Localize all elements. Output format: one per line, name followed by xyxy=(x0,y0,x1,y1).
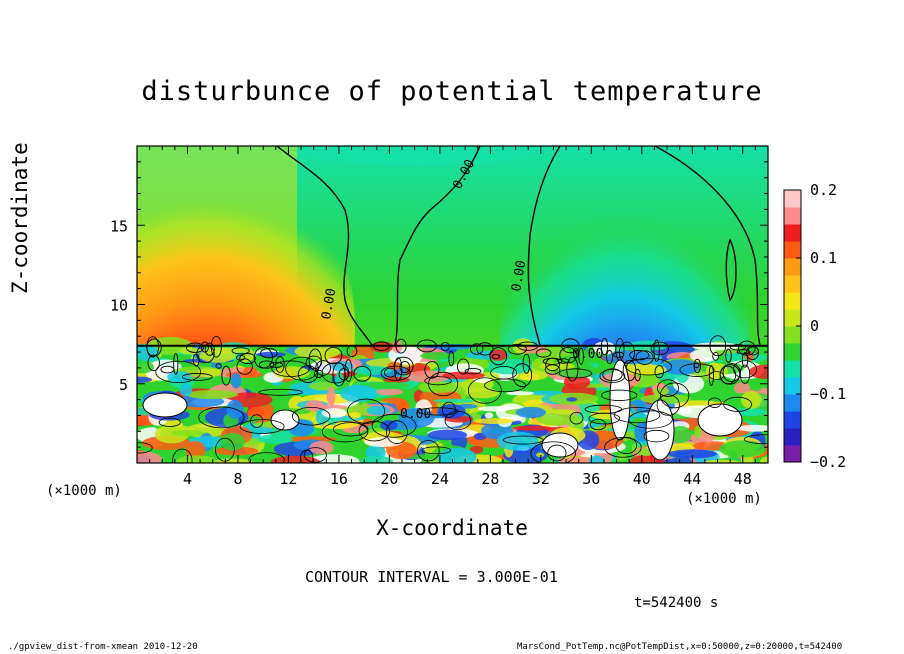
heatmap-field xyxy=(137,146,768,463)
colorbar-swatch xyxy=(784,343,801,361)
colorbar-swatch xyxy=(784,292,801,310)
contour-label: 0.00 xyxy=(319,287,339,320)
colorbar-swatch xyxy=(784,445,801,463)
boundary-layer-pattern xyxy=(137,335,768,463)
contour-interval-text: CONTOUR INTERVAL = 3.000E-01 xyxy=(305,568,558,586)
colorbar: 0.2 0.1 0 −0.1 −0.2 xyxy=(783,181,846,471)
colorbar-swatch xyxy=(784,326,801,344)
x-tick-label: 4 xyxy=(183,470,192,488)
x-unit-label-left: (×1000 m) xyxy=(46,483,122,499)
y-axis-label: Z-coordinate xyxy=(8,142,33,294)
contour-lines xyxy=(276,146,761,346)
footer-right: MarsCond_PotTemp.nc@PotTempDist,x=0:5000… xyxy=(517,642,843,652)
x-tick-label: 48 xyxy=(734,470,752,488)
x-axis-label: X-coordinate xyxy=(376,516,528,540)
x-tick-label: 44 xyxy=(683,470,701,488)
y-axis: 5 10 15 xyxy=(110,161,768,448)
colorbar-swatch xyxy=(784,241,801,259)
colorbar-tick-label: 0.1 xyxy=(810,249,837,267)
colorbar-swatch xyxy=(784,360,801,378)
colorbar-swatch xyxy=(784,224,801,242)
x-tick-label: 28 xyxy=(481,470,499,488)
x-tick-label: 24 xyxy=(431,470,449,488)
colorbar-swatch xyxy=(784,411,801,429)
x-tick-label: 12 xyxy=(279,470,297,488)
colorbar-tick-label: 0.2 xyxy=(810,181,837,199)
contour-label: 0.00 xyxy=(572,347,603,362)
x-tick-label: 8 xyxy=(233,470,242,488)
x-tick-label: 20 xyxy=(380,470,398,488)
colorbar-swatch xyxy=(784,190,801,208)
colorbar-swatch xyxy=(784,394,801,412)
chart-title: disturbunce of potential temperature xyxy=(141,76,763,107)
y-tick-label: 15 xyxy=(110,217,128,235)
colorbar-tick-label: −0.1 xyxy=(810,385,846,403)
colorbar-swatch xyxy=(784,207,801,225)
colorbar-swatch xyxy=(784,309,801,327)
time-stamp: t=542400 s xyxy=(634,595,719,611)
x-tick-label: 32 xyxy=(532,470,550,488)
x-tick-label: 40 xyxy=(633,470,651,488)
x-unit-label-right: (×1000 m) xyxy=(686,491,762,507)
colorbar-tick-label: −0.2 xyxy=(810,453,846,471)
colorbar-swatch xyxy=(784,275,801,293)
x-tick-label: 16 xyxy=(330,470,348,488)
colorbar-swatch xyxy=(784,377,801,395)
contour-label: 0.00 xyxy=(400,407,431,422)
footer-left: ./gpview_dist-from-xmean 2010-12-20 xyxy=(8,642,198,652)
y-tick-label: 10 xyxy=(110,297,128,315)
colorbar-swatch xyxy=(784,258,801,276)
x-tick-label: 36 xyxy=(582,470,600,488)
colorbar-swatch xyxy=(784,428,801,446)
colorbar-tick-label: 0 xyxy=(810,317,819,335)
contour-label: 0.00 xyxy=(509,259,529,292)
x-axis: 4 8 12 16 20 24 28 32 36 40 44 48 xyxy=(149,146,756,488)
y-tick-label: 5 xyxy=(119,376,128,394)
